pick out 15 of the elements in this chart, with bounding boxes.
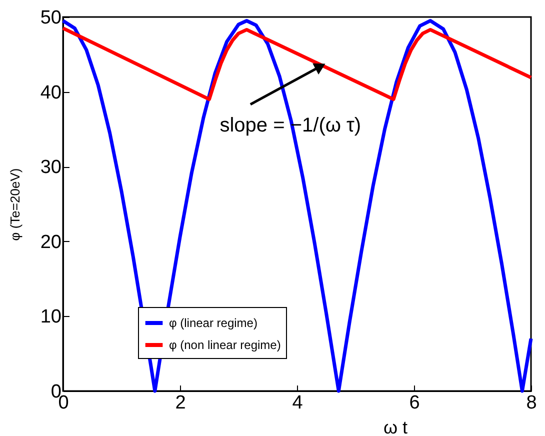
y-tick-label: 40 (40, 82, 62, 104)
x-tick-label: 6 (409, 392, 420, 414)
line-series (61, 26, 533, 102)
x-tick-label: 8 (526, 392, 537, 414)
x-tick-label: 4 (292, 392, 304, 414)
y-tick-label: 30 (40, 157, 62, 178)
y-axis-title: φ (Te=20eV) (7, 168, 22, 241)
y-tick-label: 20 (40, 232, 62, 253)
y-tick-label: 10 (40, 306, 62, 328)
legend-label: φ (linear regime) (169, 316, 258, 330)
x-tick-label: 2 (175, 392, 186, 414)
x-axis-title: ω t (384, 418, 408, 436)
line-series (61, 18, 533, 393)
legend-label: φ (non linear regime) (169, 338, 281, 352)
y-tick-label: 50 (40, 8, 62, 28)
